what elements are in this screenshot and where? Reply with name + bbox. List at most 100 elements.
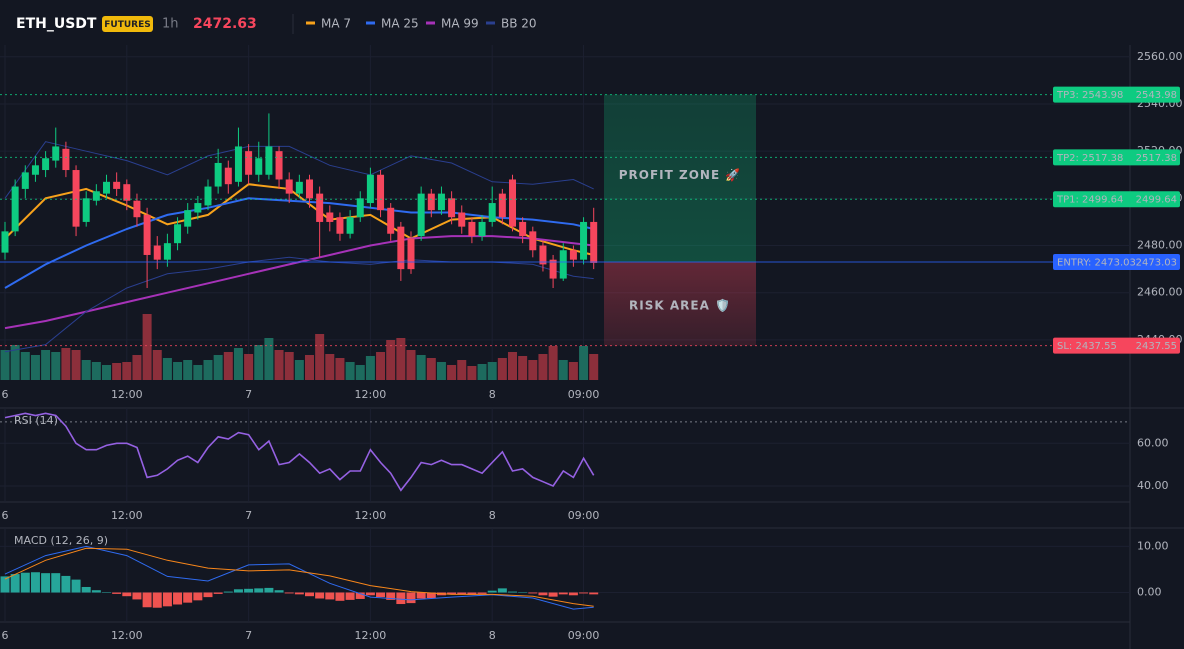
x-tick-label: 12:00 (355, 629, 387, 642)
volume-bar (365, 356, 375, 380)
candle-body (52, 146, 60, 161)
candle-body (509, 179, 516, 227)
x-tick-label: 09:00 (568, 509, 600, 522)
volume-bar (162, 358, 172, 380)
candle-body (356, 198, 364, 218)
level-tag-price: 2543.98 (1136, 90, 1177, 101)
candle-body (448, 198, 456, 218)
candle-body (255, 158, 263, 175)
y-tick-label: 40.00 (1137, 479, 1169, 492)
histogram-bar (579, 592, 589, 594)
y-tick-label: 2480.00 (1137, 239, 1183, 252)
volume-bar (284, 352, 294, 380)
y-tick-label: 2560.00 (1137, 50, 1183, 63)
legend-label: BB 20 (501, 17, 537, 31)
signal-line (4, 547, 594, 607)
volume-bar (589, 354, 599, 380)
candle-body (62, 148, 70, 171)
histogram-bar (244, 588, 254, 593)
volume-bar (102, 365, 111, 380)
candle-body (103, 181, 110, 194)
volume-bar (416, 355, 426, 380)
histogram-bar (558, 592, 568, 595)
candle-body (468, 221, 476, 237)
histogram-bar (213, 592, 223, 594)
volume-bar (447, 365, 457, 380)
volume-bar (71, 350, 81, 380)
y-tick-label: 2460.00 (1137, 286, 1183, 299)
histogram-bar (487, 590, 497, 593)
candle-body (529, 231, 537, 251)
pane-title: RSI (14) (14, 414, 58, 427)
volume-bar (152, 350, 162, 380)
volume-bar (223, 352, 233, 380)
histogram-bar (81, 586, 91, 593)
legend-label: MA 99 (441, 17, 479, 31)
x-tick-label: 6 (2, 629, 9, 642)
x-tick-label: 8 (489, 509, 496, 522)
candle-body (234, 146, 242, 182)
symbol: ETH_USDT (16, 16, 97, 32)
level-tag (1053, 149, 1180, 166)
candle-body (163, 243, 171, 260)
volume-bar (579, 346, 589, 380)
candle-body (245, 151, 253, 175)
histogram-bar (325, 592, 335, 600)
rsi-line (4, 412, 595, 492)
histogram-bar (447, 592, 457, 595)
x-tick-label: 12:00 (111, 509, 143, 522)
volume-bar (568, 362, 578, 380)
histogram-bar (91, 590, 101, 593)
volume-bar (325, 354, 335, 380)
x-tick-label: 12:00 (355, 509, 387, 522)
volume-bar (436, 362, 446, 380)
candle-body (174, 224, 182, 244)
level-tag-label: TP3: 2543.98 (1056, 90, 1123, 101)
volume-bar (91, 362, 101, 380)
candle-body (184, 210, 192, 227)
x-tick-label: 6 (2, 388, 9, 401)
candle-body (31, 165, 39, 175)
candle-body (366, 174, 374, 204)
volume-bar (548, 346, 558, 380)
candle-body (42, 158, 50, 171)
histogram-bar (102, 592, 111, 593)
histogram-bar (305, 592, 314, 597)
volume-bar (20, 352, 30, 380)
histogram-bar (10, 574, 20, 593)
candle-body (1, 231, 9, 253)
volume-bar (203, 360, 213, 380)
volume-bar (497, 358, 507, 380)
candle-body (82, 198, 90, 222)
histogram-bar (223, 591, 233, 593)
histogram-bar (589, 592, 599, 595)
legend-label: MA 7 (321, 17, 351, 31)
histogram-bar (568, 592, 578, 596)
histogram-bar (467, 592, 477, 595)
volume-bar (528, 360, 538, 380)
histogram-bar (41, 573, 51, 593)
histogram-bar (538, 592, 548, 596)
x-tick-label: 09:00 (568, 629, 600, 642)
volume-bar (406, 350, 416, 380)
profit-zone-label: PROFIT ZONE 🚀 (619, 168, 742, 182)
x-tick-label: 6 (2, 509, 9, 522)
volume-bar (233, 348, 243, 380)
volume-bar (305, 355, 314, 380)
level-tag-label: TP1: 2499.64 (1056, 195, 1123, 206)
histogram-bar (365, 592, 375, 596)
candle-body (498, 193, 506, 218)
histogram-bar (0, 576, 10, 593)
volume-bar (30, 355, 40, 380)
candle-body (590, 221, 598, 263)
candle-body (417, 193, 425, 237)
candle-body (113, 181, 121, 189)
volume-bar (183, 360, 193, 380)
histogram-bar (51, 573, 61, 593)
volume-bar (467, 366, 477, 380)
volume-bar (477, 364, 487, 380)
candle-body (306, 179, 313, 199)
level-tag-label: SL: 2437.55 (1057, 341, 1117, 352)
volume-bar (81, 360, 91, 380)
